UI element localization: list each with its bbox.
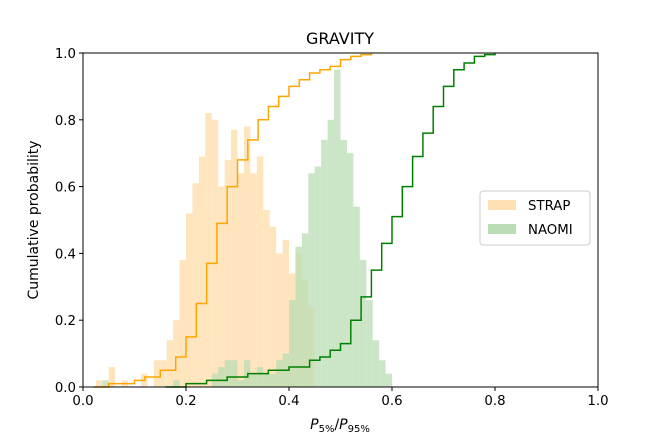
bar-naomi (289, 300, 296, 387)
bar-strap (173, 320, 180, 387)
bar-naomi (314, 166, 322, 387)
bar-strap (218, 186, 225, 387)
bar-strap (237, 173, 244, 387)
bar-naomi (269, 373, 277, 387)
bar-strap (153, 360, 161, 387)
bar-naomi (321, 139, 328, 387)
x-tick-label: 0.6 (381, 394, 402, 409)
bar-strap (231, 129, 238, 387)
bar-naomi (334, 69, 341, 387)
bar-naomi (218, 366, 225, 387)
bar-naomi (340, 139, 347, 387)
legend-swatch-strap (488, 200, 516, 210)
bar-strap (186, 213, 193, 387)
bar-naomi (295, 246, 302, 387)
bar-naomi (276, 360, 283, 387)
y-tick-label: 0.6 (55, 181, 76, 196)
bar-strap (276, 253, 283, 387)
x-tick-label: 0.0 (72, 394, 93, 409)
bar-naomi (237, 380, 244, 387)
legend-swatch-naomi (488, 224, 516, 234)
ecdf-layer (93, 53, 496, 388)
bar-naomi (173, 380, 180, 387)
bar-naomi (346, 153, 354, 387)
y-axis-label: Cumulative probability (26, 140, 42, 299)
bar-strap (108, 366, 116, 387)
bar-naomi (102, 380, 109, 387)
x-axis-label-slash: / (334, 417, 339, 433)
histogram-layer (95, 69, 392, 388)
chart-title: GRAVITY (306, 29, 374, 48)
legend: STRAP NAOMI (479, 190, 591, 246)
bar-naomi (327, 119, 335, 388)
x-axis-ticks: 0.0 0.2 0.4 0.6 0.8 1.0 (72, 387, 609, 409)
legend-label-naomi: NAOMI (528, 223, 573, 238)
bar-naomi (353, 206, 360, 387)
y-tick-label: 0.4 (55, 247, 76, 262)
x-tick-label: 1.0 (587, 394, 608, 409)
x-axis-label-main-2: P (339, 417, 348, 433)
bar-strap (179, 260, 186, 387)
bar-naomi (359, 260, 367, 387)
bar-naomi (231, 360, 238, 387)
bar-strap (192, 183, 199, 387)
legend-label-strap: STRAP (528, 199, 570, 214)
bar-strap (224, 159, 232, 387)
y-axis-ticks: 0.0 0.2 0.4 0.6 0.8 1.0 (55, 47, 83, 396)
y-tick-label: 0.8 (55, 114, 76, 129)
bar-strap (160, 360, 167, 387)
bar-strap (211, 119, 219, 388)
bar-strap (243, 126, 251, 387)
x-axis-label-sub-1: 5% (319, 424, 335, 435)
bar-strap (256, 156, 264, 387)
bar-strap (198, 156, 206, 387)
bar-naomi (385, 373, 392, 387)
bar-strap (250, 173, 257, 387)
bar-naomi (263, 373, 270, 387)
bar-strap (263, 209, 270, 387)
x-axis-label-main-1: P (310, 417, 319, 433)
bar-strap (166, 340, 174, 387)
bar-naomi (379, 360, 386, 387)
y-tick-label: 1.0 (55, 47, 76, 62)
y-tick-label: 0.2 (55, 314, 76, 329)
bar-naomi (256, 366, 264, 387)
bar-naomi (366, 300, 373, 387)
line-strap-cumulative (93, 53, 373, 388)
bar-naomi (250, 373, 257, 387)
bar-naomi (224, 360, 232, 387)
line-naomi-cumulative (165, 53, 496, 388)
bar-strap (282, 240, 289, 387)
x-axis-label-sub-2: 95% (348, 424, 370, 435)
plot-frame (82, 52, 599, 388)
bar-strap (205, 113, 212, 388)
x-tick-label: 0.2 (175, 394, 196, 409)
bar-naomi (308, 173, 315, 387)
y-tick-label: 0.0 (55, 381, 76, 396)
bar-naomi (372, 340, 380, 387)
x-axis-label: P5%/P95% (310, 417, 370, 435)
x-tick-label: 0.8 (484, 394, 505, 409)
bar-naomi (301, 233, 309, 387)
bar-strap (269, 226, 277, 387)
bar-strap (95, 380, 103, 387)
x-tick-label: 0.4 (278, 394, 299, 409)
